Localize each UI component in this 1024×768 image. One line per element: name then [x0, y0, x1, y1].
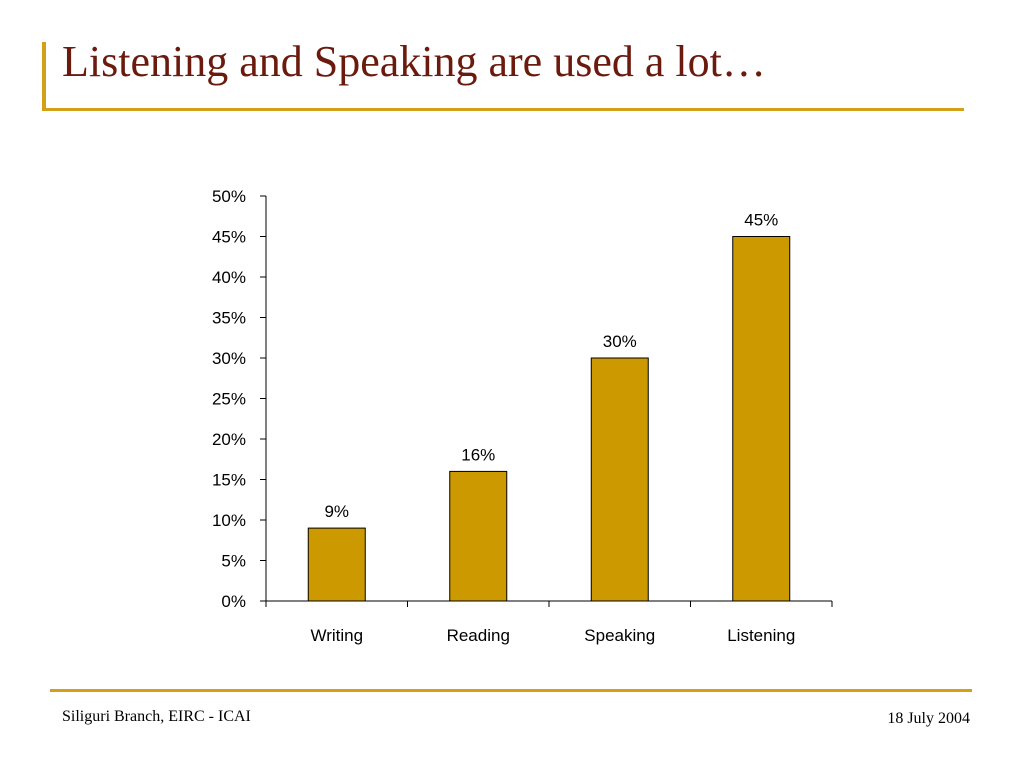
y-tick-label: 30% — [212, 349, 246, 368]
y-tick-label: 25% — [212, 390, 246, 409]
y-tick-label: 20% — [212, 430, 246, 449]
x-category-label: Writing — [310, 626, 363, 645]
y-tick-label: 40% — [212, 268, 246, 287]
y-tick-label: 35% — [212, 309, 246, 328]
y-tick-label: 50% — [212, 187, 246, 206]
bar-listening — [732, 236, 791, 602]
data-label: 16% — [461, 445, 495, 464]
y-tick-label: 45% — [212, 228, 246, 247]
bar-writing — [307, 527, 366, 602]
title-accent-bar — [42, 42, 46, 108]
footer-date: 18 July 2004 — [887, 710, 970, 727]
slide-title: Listening and Speaking are used a lot… — [62, 37, 766, 86]
x-category-label: Reading — [447, 626, 510, 645]
y-tick-label: 10% — [212, 511, 246, 530]
x-category-label: Listening — [727, 626, 795, 645]
bar-speaking — [590, 357, 649, 602]
x-category-label: Speaking — [584, 626, 655, 645]
y-tick-label: 0% — [221, 592, 246, 611]
bar-reading — [449, 470, 508, 602]
footer-divider — [50, 689, 972, 692]
footer-organization: Siliguri Branch, EIRC - ICAI — [62, 708, 251, 725]
data-label: 45% — [744, 211, 778, 230]
data-label: 9% — [324, 502, 349, 521]
title-divider — [42, 108, 964, 111]
data-label: 30% — [603, 332, 637, 351]
y-tick-label: 15% — [212, 471, 246, 490]
y-tick-label: 5% — [221, 552, 246, 571]
